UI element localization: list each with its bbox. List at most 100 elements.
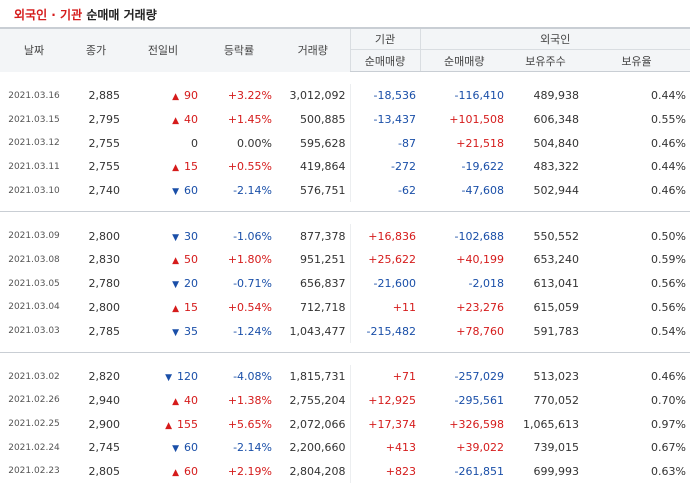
volume-cell: 1,815,731 xyxy=(276,365,350,389)
change-cell: ▲40 xyxy=(124,389,202,413)
rate-cell: +2.19% xyxy=(202,460,276,483)
change-cell: ▼ 60 xyxy=(124,436,202,460)
change-value: 15 xyxy=(184,160,198,173)
volume-cell: 3,012,092 xyxy=(276,84,350,108)
frgn-ratio-cell: 0.97% xyxy=(583,412,690,436)
change-value: 60 xyxy=(184,184,198,197)
section-title-highlight: 외국인 · 기관 xyxy=(14,8,82,22)
change-cell: ▲ 155 xyxy=(124,412,202,436)
inst-net-cell: -13,437 xyxy=(350,108,420,132)
triangle-down-icon: ▼ xyxy=(165,373,172,383)
volume-cell: 1,043,477 xyxy=(276,319,350,343)
frgn-net-cell: -47,608 xyxy=(420,179,508,203)
frgn-net-cell: +23,276 xyxy=(420,296,508,320)
date-cell: 2021.03.11 xyxy=(0,155,68,179)
spacer-cell xyxy=(0,212,690,225)
spacer-cell xyxy=(0,72,690,85)
rate-cell: +5.65% xyxy=(202,412,276,436)
inst-net-cell: -18,536 xyxy=(350,84,420,108)
triangle-up-icon: ▲ xyxy=(172,304,179,314)
rate-cell: -0.71% xyxy=(202,272,276,296)
rate-cell: +1.45% xyxy=(202,108,276,132)
frgn-ratio-cell: 0.63% xyxy=(583,460,690,483)
group-spacer xyxy=(0,212,690,225)
section-title: 외국인 · 기관 순매매 거래량 xyxy=(14,5,157,25)
frgn-hold-cell: 550,552 xyxy=(508,224,583,248)
change-value: 0 xyxy=(191,137,198,150)
close-cell: 2,900 xyxy=(68,412,124,436)
date-cell: 2021.03.05 xyxy=(0,272,68,296)
date-cell: 2021.02.25 xyxy=(0,412,68,436)
triangle-down-icon: ▼ xyxy=(172,444,179,454)
frgn-ratio-cell: 0.46% xyxy=(583,365,690,389)
volume-cell: 595,628 xyxy=(276,131,350,155)
header-frgn-net: 순매매량 xyxy=(420,50,508,72)
change-value: 155 xyxy=(177,418,198,431)
frgn-net-cell: -19,622 xyxy=(420,155,508,179)
header-foreign: 외국인 xyxy=(420,28,690,50)
header-volume: 거래량 xyxy=(276,28,350,72)
triangle-down-icon: ▼ xyxy=(172,187,179,197)
frgn-hold-cell: 699,993 xyxy=(508,460,583,483)
frgn-ratio-cell: 0.44% xyxy=(583,84,690,108)
close-cell: 2,785 xyxy=(68,319,124,343)
inst-net-cell: +17,374 xyxy=(350,412,420,436)
header-frgn-ratio: 보유율 xyxy=(583,50,690,72)
rate-cell: +3.22% xyxy=(202,84,276,108)
frgn-net-cell: +39,022 xyxy=(420,436,508,460)
change-cell: ▲15 xyxy=(124,155,202,179)
table-header: 날짜 종가 전일비 등락률 거래량 기관 외국인 순매매량 순매매량 보유주수 … xyxy=(0,28,690,72)
group-spacer xyxy=(0,352,690,365)
triangle-up-icon: ▲ xyxy=(172,92,179,102)
date-cell: 2021.03.15 xyxy=(0,108,68,132)
header-close: 종가 xyxy=(68,28,124,72)
change-value: 50 xyxy=(184,253,198,266)
section-title-rest: 순매매 거래량 xyxy=(86,8,156,22)
close-cell: 2,795 xyxy=(68,108,124,132)
inst-net-cell: +11 xyxy=(350,296,420,320)
frgn-net-cell: -116,410 xyxy=(420,84,508,108)
date-cell: 2021.02.26 xyxy=(0,389,68,413)
close-cell: 2,940 xyxy=(68,389,124,413)
frgn-net-cell: -2,018 xyxy=(420,272,508,296)
rate-cell: +0.55% xyxy=(202,155,276,179)
frgn-net-cell: -261,851 xyxy=(420,460,508,483)
frgn-hold-cell: 613,041 xyxy=(508,272,583,296)
volume-cell: 951,251 xyxy=(276,248,350,272)
change-value: 120 xyxy=(177,370,198,383)
frgn-hold-cell: 483,322 xyxy=(508,155,583,179)
close-cell: 2,740 xyxy=(68,179,124,203)
volume-cell: 419,864 xyxy=(276,155,350,179)
frgn-ratio-cell: 0.70% xyxy=(583,389,690,413)
change-value: 60 xyxy=(184,441,198,454)
frgn-ratio-cell: 0.56% xyxy=(583,296,690,320)
frgn-ratio-cell: 0.50% xyxy=(583,224,690,248)
rate-cell: +1.80% xyxy=(202,248,276,272)
trading-volume-table: 날짜 종가 전일비 등락률 거래량 기관 외국인 순매매량 순매매량 보유주수 … xyxy=(0,27,690,483)
frgn-ratio-cell: 0.46% xyxy=(583,131,690,155)
group-spacer xyxy=(0,72,690,85)
rate-cell: -2.14% xyxy=(202,179,276,203)
triangle-up-icon: ▲ xyxy=(172,468,179,478)
triangle-up-icon: ▲ xyxy=(165,421,172,431)
date-cell: 2021.02.24 xyxy=(0,436,68,460)
close-cell: 2,820 xyxy=(68,365,124,389)
change-cell: ▼ 60 xyxy=(124,179,202,203)
change-cell: ▲40 xyxy=(124,108,202,132)
frgn-hold-cell: 653,240 xyxy=(508,248,583,272)
triangle-down-icon: ▼ xyxy=(172,280,179,290)
change-cell: ▼30 xyxy=(124,224,202,248)
close-cell: 2,780 xyxy=(68,272,124,296)
volume-cell: 2,200,660 xyxy=(276,436,350,460)
frgn-net-cell: +78,760 xyxy=(420,319,508,343)
close-cell: 2,830 xyxy=(68,248,124,272)
